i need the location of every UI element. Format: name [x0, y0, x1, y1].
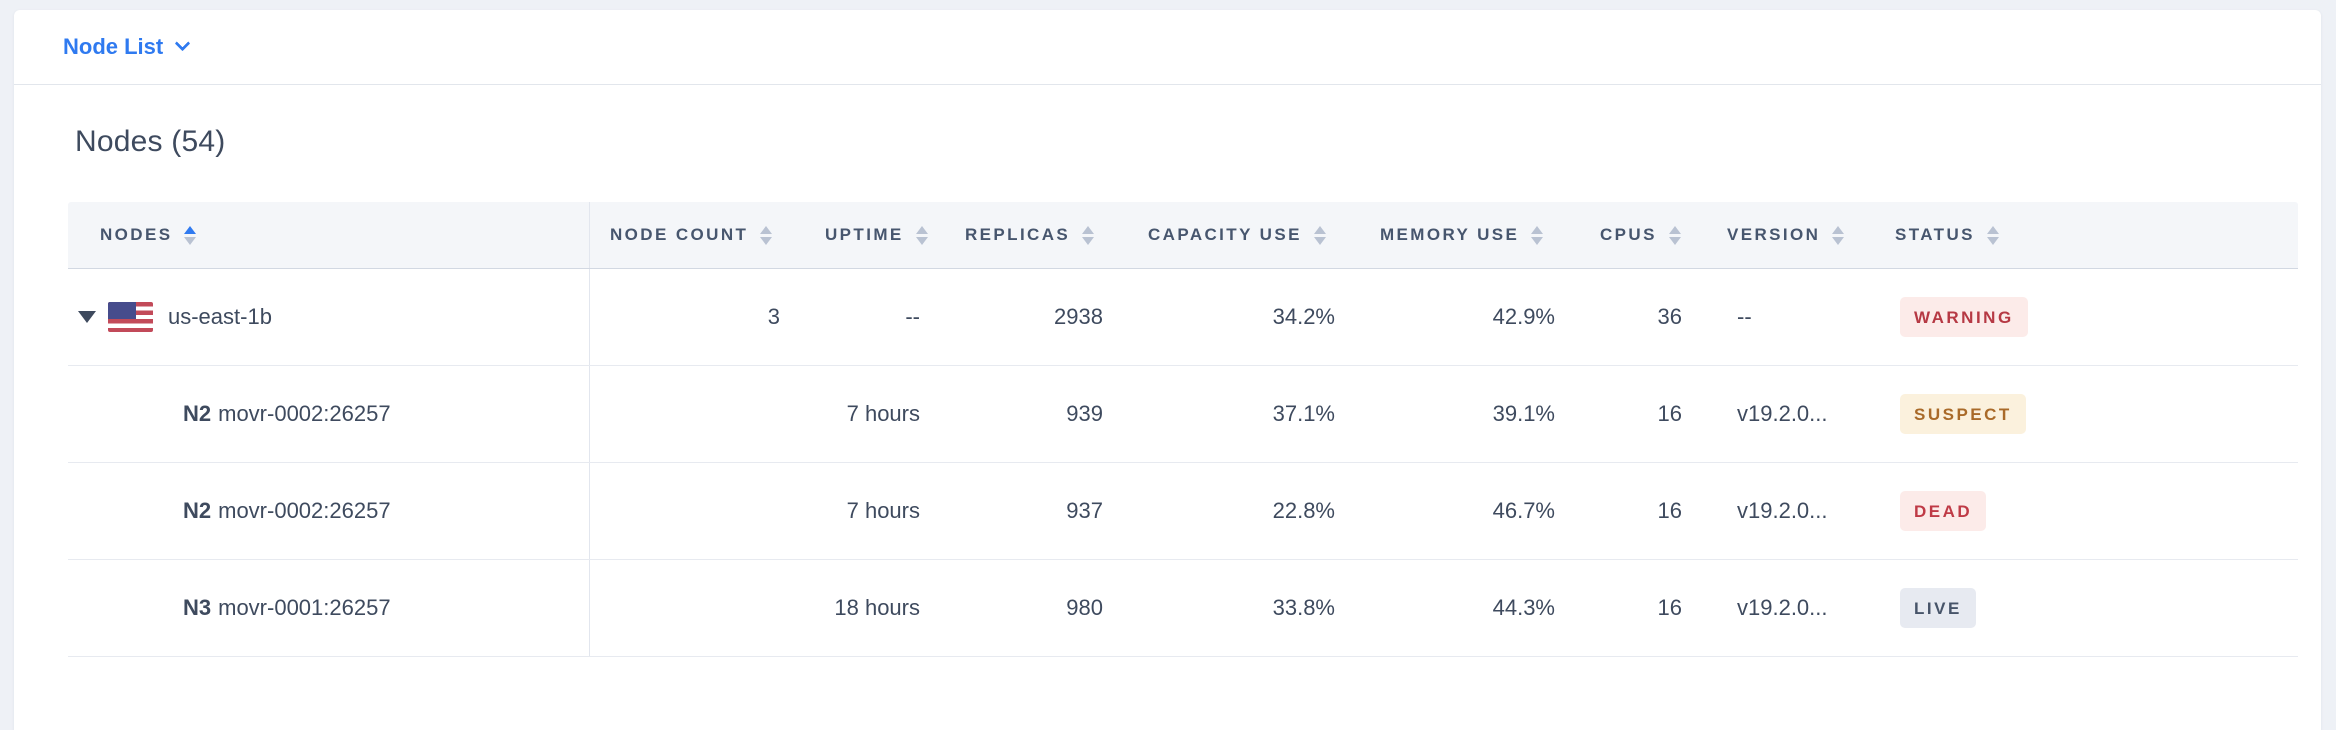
- capacity-use-cell: 37.1%: [1272, 401, 1335, 426]
- table-row-node[interactable]: N3 movr-0001:26257 18 hours 980 33.8% 44…: [68, 560, 2298, 657]
- replicas-cell: 980: [1066, 595, 1103, 620]
- capacity-use-cell: 33.8%: [1272, 595, 1335, 620]
- memory-use-cell: 39.1%: [1492, 401, 1555, 426]
- page-title: Nodes (54): [75, 125, 226, 158]
- column-label: MEMORY USE: [1380, 225, 1520, 244]
- flag-canton: [108, 302, 136, 320]
- capacity-use-cell: 34.2%: [1272, 304, 1335, 329]
- sort-icon: [1082, 225, 1095, 245]
- column-label: NODES: [100, 225, 173, 244]
- replicas-cell: 2938: [1054, 304, 1103, 329]
- expand-caret-icon[interactable]: [78, 311, 96, 323]
- cpus-cell: 16: [1657, 498, 1682, 523]
- node-count-cell: [590, 366, 805, 462]
- node-address: movr-0002:26257: [218, 401, 391, 426]
- node-address: movr-0001:26257: [218, 595, 391, 620]
- column-label: STATUS: [1895, 225, 1975, 244]
- node-list-dropdown[interactable]: Node List: [63, 34, 191, 60]
- table-header: NODES NODE COUNT UPTIME REPLICAS CAPACIT…: [68, 202, 2298, 269]
- cpus-cell: 16: [1657, 401, 1682, 426]
- column-header-memory-use[interactable]: MEMORY USE: [1360, 202, 1580, 268]
- column-label: UPTIME: [825, 225, 904, 244]
- status-badge: SUSPECT: [1900, 394, 2026, 434]
- table-row-node[interactable]: N2 movr-0002:26257 7 hours 937 22.8% 46.…: [68, 463, 2298, 560]
- node-id: N2: [183, 498, 212, 523]
- sort-icon: [1986, 225, 1999, 245]
- column-header-node-count[interactable]: NODE COUNT: [590, 202, 805, 268]
- column-label: REPLICAS: [965, 225, 1071, 244]
- capacity-use-cell: 22.8%: [1272, 498, 1335, 523]
- node-count-cell: [590, 463, 805, 559]
- status-badge: LIVE: [1900, 588, 1976, 628]
- replicas-cell: 939: [1066, 401, 1103, 426]
- cpus-cell: 16: [1657, 595, 1682, 620]
- content-area: Nodes (54) NODES NODE COUNT UPTIME REPLI…: [14, 85, 2321, 657]
- node-count-cell: [590, 560, 805, 656]
- main-card: Node List Nodes (54) NODES NODE COUNT UP…: [14, 10, 2321, 730]
- memory-use-cell: 44.3%: [1492, 595, 1555, 620]
- column-header-cpus[interactable]: CPUS: [1580, 202, 1707, 268]
- sort-icon: [1531, 225, 1544, 245]
- column-header-replicas[interactable]: REPLICAS: [945, 202, 1128, 268]
- status-badge: DEAD: [1900, 491, 1987, 531]
- column-header-status[interactable]: STATUS: [1875, 202, 2298, 268]
- uptime-cell: 18 hours: [834, 595, 920, 620]
- sort-icon: [184, 225, 197, 245]
- column-label: NODE COUNT: [610, 225, 749, 244]
- version-cell: v19.2.0...: [1737, 498, 1828, 523]
- table-row-region-group[interactable]: us-east-1b 3 -- 2938 34.2% 42.9% 36 -- W…: [68, 269, 2298, 366]
- node-name-link[interactable]: N2 movr-0002:26257: [68, 401, 589, 427]
- node-name-link[interactable]: N3 movr-0001:26257: [68, 595, 589, 621]
- sort-icon: [1668, 225, 1681, 245]
- memory-use-cell: 42.9%: [1492, 304, 1555, 329]
- region-cell: us-east-1b: [68, 302, 589, 332]
- node-id: N2: [183, 401, 212, 426]
- uptime-cell: 7 hours: [846, 401, 920, 426]
- node-name-link[interactable]: N2 movr-0002:26257: [68, 498, 589, 524]
- column-header-nodes[interactable]: NODES: [68, 202, 590, 268]
- sort-icon: [915, 225, 928, 245]
- version-cell: --: [1737, 304, 1752, 329]
- sort-icon: [1313, 225, 1326, 245]
- column-header-capacity-use[interactable]: CAPACITY USE: [1128, 202, 1360, 268]
- node-count-cell: 3: [767, 304, 780, 329]
- sort-icon: [760, 225, 773, 245]
- column-header-version[interactable]: VERSION: [1707, 202, 1875, 268]
- view-selector-bar: Node List: [14, 10, 2321, 85]
- table-row-node[interactable]: N2 movr-0002:26257 7 hours 939 37.1% 39.…: [68, 366, 2298, 463]
- node-address: movr-0002:26257: [218, 498, 391, 523]
- version-cell: v19.2.0...: [1737, 595, 1828, 620]
- cpus-cell: 36: [1657, 304, 1682, 329]
- column-header-uptime[interactable]: UPTIME: [805, 202, 945, 268]
- column-label: VERSION: [1727, 225, 1821, 244]
- node-list-dropdown-label: Node List: [63, 34, 164, 59]
- us-flag-icon: [108, 302, 153, 332]
- region-name: us-east-1b: [168, 304, 272, 329]
- chevron-down-icon: [174, 35, 191, 52]
- sort-icon: [1832, 225, 1845, 245]
- memory-use-cell: 46.7%: [1492, 498, 1555, 523]
- column-label: CPUS: [1600, 225, 1657, 244]
- version-cell: v19.2.0...: [1737, 401, 1828, 426]
- uptime-cell: 7 hours: [846, 498, 920, 523]
- replicas-cell: 937: [1066, 498, 1103, 523]
- node-id: N3: [183, 595, 212, 620]
- status-badge: WARNING: [1900, 297, 2028, 337]
- column-label: CAPACITY USE: [1148, 225, 1302, 244]
- nodes-table: NODES NODE COUNT UPTIME REPLICAS CAPACIT…: [68, 202, 2298, 657]
- uptime-cell: --: [905, 304, 920, 329]
